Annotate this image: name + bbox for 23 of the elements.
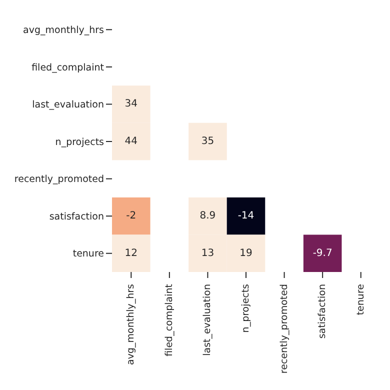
- data-label: -9.7: [312, 248, 332, 259]
- y-tick-label: last_evaluation: [32, 100, 104, 111]
- data-label: -2: [126, 210, 136, 222]
- y-tick-label: recently_promoted: [14, 174, 104, 186]
- x-tick-label: n_projects: [240, 284, 252, 333]
- y-tick-label: tenure: [72, 248, 104, 260]
- data-label: 13: [201, 248, 214, 259]
- data-label: 34: [124, 98, 138, 110]
- x-tick-label: last_evaluation: [202, 284, 214, 356]
- x-tick-label: recently_promoted: [278, 284, 290, 374]
- y-tick-label: avg_monthly_hrs: [23, 25, 104, 36]
- data-label: -14: [238, 210, 254, 222]
- data-label: 35: [201, 136, 214, 147]
- x-tick-label: filed_complaint: [164, 284, 175, 356]
- data-label: 19: [240, 248, 252, 259]
- data-label: 44: [124, 136, 138, 147]
- x-tick-label: satisfaction: [317, 284, 328, 339]
- data-label: 8.9: [200, 210, 216, 222]
- y-tick-label: satisfaction: [49, 211, 104, 222]
- y-tick-label: filed_complaint: [32, 62, 104, 74]
- x-tick-label: tenure: [355, 284, 366, 316]
- data-label: 12: [124, 248, 138, 259]
- y-tick-label: n_projects: [55, 136, 104, 148]
